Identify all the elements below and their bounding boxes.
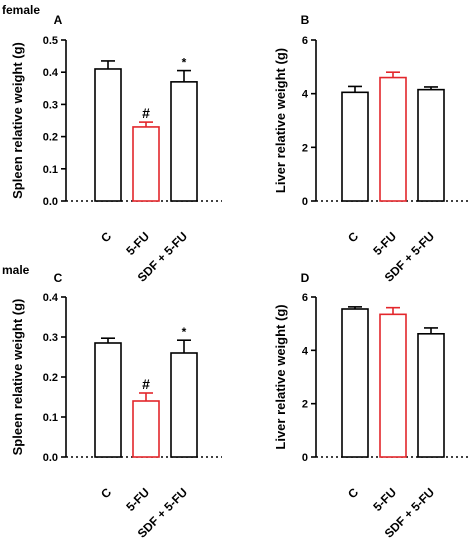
y-tick-label: 0.1 xyxy=(43,412,58,424)
category-label: C xyxy=(345,485,361,501)
y-axis-title: Liver relative weight (g) xyxy=(273,48,288,193)
bar xyxy=(170,81,198,202)
y-tick-label: 0.4 xyxy=(43,292,59,304)
y-tick-label: 0.3 xyxy=(43,99,58,111)
significance-mark: # xyxy=(142,376,150,392)
y-tick-label: 6 xyxy=(302,35,308,47)
y-tick-label: 0.4 xyxy=(43,67,59,79)
category-label: C xyxy=(98,229,114,245)
category-label: 5-FU xyxy=(123,229,152,258)
y-tick-label: 2 xyxy=(302,399,308,411)
panel-label: A xyxy=(54,13,63,27)
bar xyxy=(341,91,369,202)
significance-mark: # xyxy=(142,105,150,121)
y-tick-label: 4 xyxy=(302,89,309,101)
bar xyxy=(341,308,369,458)
y-axis-title: Spleen relative weight (g) xyxy=(10,299,25,456)
panel-label: B xyxy=(301,13,310,27)
y-tick-label: 4 xyxy=(302,345,309,357)
y-tick-label: 2 xyxy=(302,142,308,154)
category-label: C xyxy=(98,485,114,501)
significance-mark: * xyxy=(182,56,187,70)
y-tick-label: 0.0 xyxy=(43,452,58,464)
category-label: 5-FU xyxy=(123,485,152,514)
bar xyxy=(379,313,407,458)
y-tick-label: 0.3 xyxy=(43,332,58,344)
y-tick-label: 6 xyxy=(302,292,308,304)
chart-panel-c: C 0.0 0.1 0.2 0.3 0.4 Spleen relative weight (… xyxy=(10,271,222,541)
y-tick-label: 0 xyxy=(302,196,308,208)
group-label-female: female xyxy=(2,3,40,17)
y-tick-label: 0.1 xyxy=(43,164,58,176)
bar xyxy=(94,68,122,202)
y-tick-label: 0.5 xyxy=(43,35,58,47)
bar xyxy=(417,88,445,202)
y-tick-label: 0.0 xyxy=(43,196,58,208)
bar xyxy=(132,126,160,202)
category-label: 5-FU xyxy=(370,229,399,258)
significance-mark: * xyxy=(182,325,187,339)
bar xyxy=(170,352,198,458)
panel-label: D xyxy=(301,271,310,285)
category-label: 5-FU xyxy=(370,485,399,514)
y-axis-title: Liver relative weight (g) xyxy=(273,304,288,449)
group-label-male: male xyxy=(2,263,30,277)
y-axis-title: Spleen relative weight (g) xyxy=(10,42,25,199)
bar xyxy=(132,400,160,458)
category-label: C xyxy=(345,229,361,245)
y-tick-label: 0 xyxy=(302,452,308,464)
chart-panel-a: A 0.0 0.1 0.2 0.3 0.4 0.5 Spleen relative weigh… xyxy=(10,13,222,285)
y-tick-label: 0.2 xyxy=(43,372,58,384)
y-tick-label: 0.2 xyxy=(43,132,58,144)
panel-label: C xyxy=(54,271,63,285)
bar xyxy=(94,342,122,458)
bar xyxy=(417,332,445,458)
bar xyxy=(379,76,407,202)
